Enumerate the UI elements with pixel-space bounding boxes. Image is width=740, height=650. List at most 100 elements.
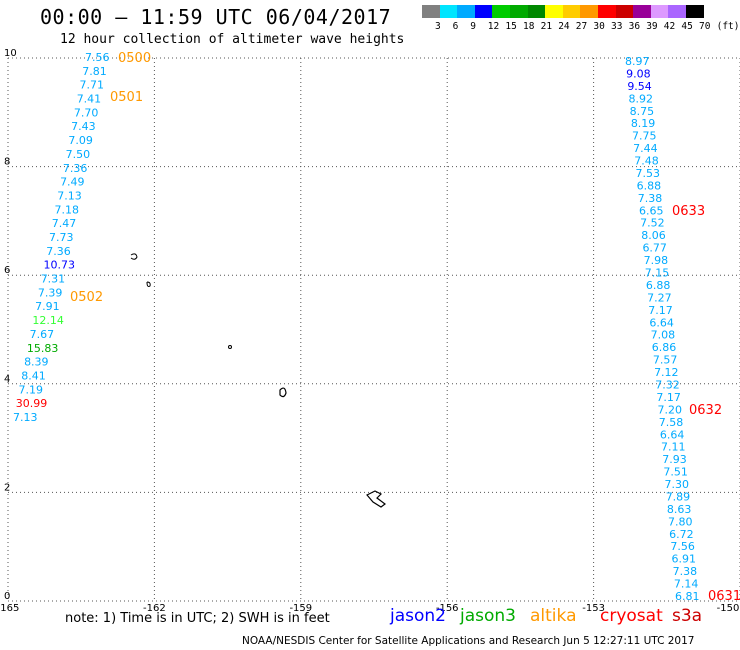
legend-swatch — [615, 5, 634, 18]
map-grid — [7, 57, 740, 602]
swh-value-label: 7.71 — [79, 79, 104, 92]
legend-swatch — [439, 5, 458, 18]
legend-label: (ft) — [716, 21, 740, 32]
y-tick-label: 2 — [4, 482, 10, 493]
swh-value-label: 7.53 — [635, 167, 660, 180]
legend-label: 45 — [681, 21, 693, 32]
island-shape — [228, 345, 232, 349]
swh-value-label: 7.30 — [665, 478, 690, 491]
map-subtitle: 12 hour collection of altimeter wave hei… — [60, 32, 405, 47]
island-shape — [130, 253, 138, 260]
legend-label: 70 — [699, 21, 711, 32]
legend-swatch — [422, 5, 440, 18]
swh-value-label: 7.12 — [654, 366, 679, 379]
swh-value-label: 7.31 — [41, 273, 66, 286]
swh-value-label: 7.13 — [13, 411, 38, 424]
swh-value-label: 6.86 — [652, 341, 677, 354]
legend-swatch — [457, 5, 475, 18]
legend-swatch — [545, 5, 563, 18]
y-tick-label: 6 — [4, 265, 10, 276]
x-tick-label: -156 — [436, 603, 459, 614]
islands — [130, 253, 386, 508]
swh-value-label: 8.06 — [641, 229, 666, 242]
island-shape — [279, 387, 287, 398]
swh-value-label: 8.63 — [667, 503, 692, 516]
track-time-label: 0631 — [708, 589, 740, 604]
legend-label: 24 — [558, 21, 570, 32]
swh-value-label: 7.67 — [30, 328, 55, 341]
legend-swatch — [562, 5, 581, 18]
swh-value-label: 7.48 — [634, 155, 659, 168]
swh-value-label: 6.77 — [642, 242, 667, 255]
track-time-label: 0500 — [118, 51, 151, 66]
swh-value-label: 7.98 — [644, 254, 669, 267]
y-tick-label: 10 — [4, 48, 17, 59]
swh-value-label: 9.54 — [627, 80, 652, 93]
swh-value-label: 7.18 — [55, 203, 80, 216]
map-axes: -165 -162 -159 -156 -153 -150 0 2 4 6 8 10 — [0, 48, 739, 614]
swh-value-label: 7.38 — [638, 192, 663, 205]
swh-value-label: 7.81 — [82, 65, 107, 78]
swh-value-label: 7.39 — [38, 286, 63, 299]
swh-value-label: 7.15 — [645, 267, 670, 280]
swh-value-label: 7.56 — [670, 540, 695, 553]
swh-value-label: 6.64 — [660, 428, 685, 441]
swh-value-label: 8.92 — [628, 92, 653, 105]
left-track: 7.567.817.717.417.707.437.097.507.367.49… — [13, 51, 110, 424]
legend-label: 18 — [523, 21, 535, 32]
swh-value-label: 7.91 — [35, 300, 60, 313]
swh-value-label: 7.08 — [651, 329, 676, 342]
swh-value-label: 7.58 — [659, 416, 684, 429]
satellite-legend-item: cryosat — [600, 606, 663, 626]
satellite-legend-item: s3a — [672, 606, 703, 626]
x-tick-label: -153 — [582, 603, 605, 614]
legend-swatch — [685, 5, 704, 18]
swh-value-label: 6.72 — [669, 528, 694, 541]
legend-swatch — [509, 5, 528, 18]
swh-value-label: 7.20 — [658, 403, 683, 416]
swh-value-label: 7.13 — [57, 189, 82, 202]
swh-value-label: 7.41 — [77, 93, 102, 106]
x-tick-label: -165 — [0, 603, 19, 614]
footer-credit: NOAA/NESDIS Center for Satellite Applica… — [242, 635, 695, 647]
swh-value-label: 7.51 — [663, 466, 688, 479]
legend-swatch — [633, 5, 651, 18]
swh-value-label: 8.75 — [630, 105, 655, 118]
swh-value-label: 6.64 — [649, 316, 674, 329]
swh-value-label: 6.81 — [675, 590, 700, 603]
legend-swatch — [527, 5, 546, 18]
legend-swatch — [492, 5, 510, 18]
swh-value-label: 7.11 — [661, 441, 686, 454]
swh-value-label: 7.19 — [19, 383, 43, 396]
legend-label: 12 — [487, 21, 500, 32]
legend-label: 36 — [628, 21, 641, 32]
legend-swatch — [597, 5, 616, 18]
legend-label: 42 — [663, 21, 676, 32]
track-time-label: 0632 — [689, 403, 722, 418]
swh-value-label: 7.93 — [662, 453, 687, 466]
legend-label: 15 — [505, 21, 517, 32]
map-title: 00:00 – 11:59 UTC 06/04/2017 — [40, 5, 392, 29]
track-labels: 0500 0501 0502 0633 0632 0631 — [70, 51, 740, 604]
swh-value-label: 7.36 — [46, 245, 71, 258]
swh-value-label: 7.56 — [85, 51, 110, 64]
swh-value-label: 6.88 — [646, 279, 671, 292]
swh-value-label: 6.65 — [639, 204, 664, 217]
swh-value-label: 7.75 — [632, 130, 657, 143]
legend-swatch — [650, 5, 669, 18]
swh-value-label: 9.08 — [626, 67, 651, 80]
swh-value-label: 7.27 — [647, 291, 672, 304]
track-time-label: 0502 — [70, 290, 103, 305]
swh-value-label: 8.97 — [625, 55, 650, 68]
right-track: 8.979.089.548.928.758.197.757.447.487.53… — [625, 55, 700, 603]
swh-value-label: 7.50 — [66, 148, 91, 161]
island-shape — [146, 281, 151, 287]
track-time-label: 0633 — [672, 204, 705, 219]
y-tick-label: 0 — [4, 591, 10, 602]
y-tick-label: 4 — [4, 374, 10, 385]
swh-value-label: 15.83 — [27, 342, 59, 355]
legend-swatch — [668, 5, 686, 18]
swh-value-label: 7.32 — [655, 378, 680, 391]
swh-value-label: 7.73 — [49, 231, 74, 244]
